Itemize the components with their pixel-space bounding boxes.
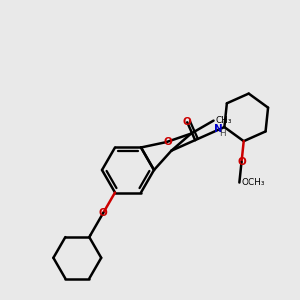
- Text: O: O: [237, 157, 246, 167]
- Text: CH₃: CH₃: [215, 116, 232, 125]
- Text: H: H: [220, 129, 226, 138]
- Text: O: O: [183, 117, 192, 127]
- Text: O: O: [163, 137, 172, 147]
- Text: N: N: [214, 124, 222, 134]
- Text: OCH₃: OCH₃: [242, 178, 265, 187]
- Text: O: O: [99, 208, 108, 218]
